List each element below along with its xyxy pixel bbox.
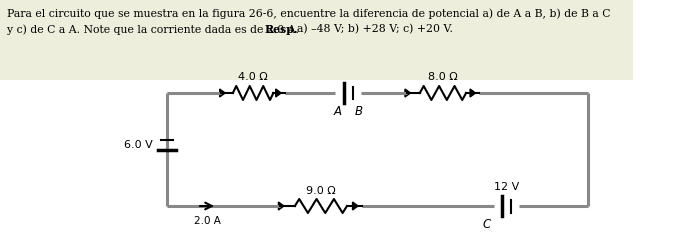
Text: a) –48 V; b) +28 V; c) +20 V.: a) –48 V; b) +28 V; c) +20 V. <box>290 24 453 34</box>
Text: Resp.: Resp. <box>265 24 298 35</box>
FancyBboxPatch shape <box>0 0 633 80</box>
Polygon shape <box>279 202 284 210</box>
Text: B: B <box>354 105 363 118</box>
Polygon shape <box>353 202 358 210</box>
Text: 6.0 V: 6.0 V <box>124 139 153 149</box>
Text: C: C <box>482 218 491 231</box>
Polygon shape <box>405 89 410 97</box>
Text: 4.0 Ω: 4.0 Ω <box>238 72 268 82</box>
Polygon shape <box>276 89 281 97</box>
Text: y c) de C a A. Note que la corriente dada es de 2.0 A.: y c) de C a A. Note que la corriente dad… <box>7 24 316 35</box>
Text: 2.0 A: 2.0 A <box>194 216 220 226</box>
Text: 8.0 Ω: 8.0 Ω <box>428 72 458 82</box>
Polygon shape <box>470 89 475 97</box>
Text: 9.0 Ω: 9.0 Ω <box>306 186 336 196</box>
Text: Para el circuito que se muestra en la figura 26-6, encuentre la diferencia de po: Para el circuito que se muestra en la fi… <box>7 8 610 19</box>
Text: 12 V: 12 V <box>494 182 519 192</box>
Text: A: A <box>334 105 342 118</box>
Polygon shape <box>220 89 225 97</box>
